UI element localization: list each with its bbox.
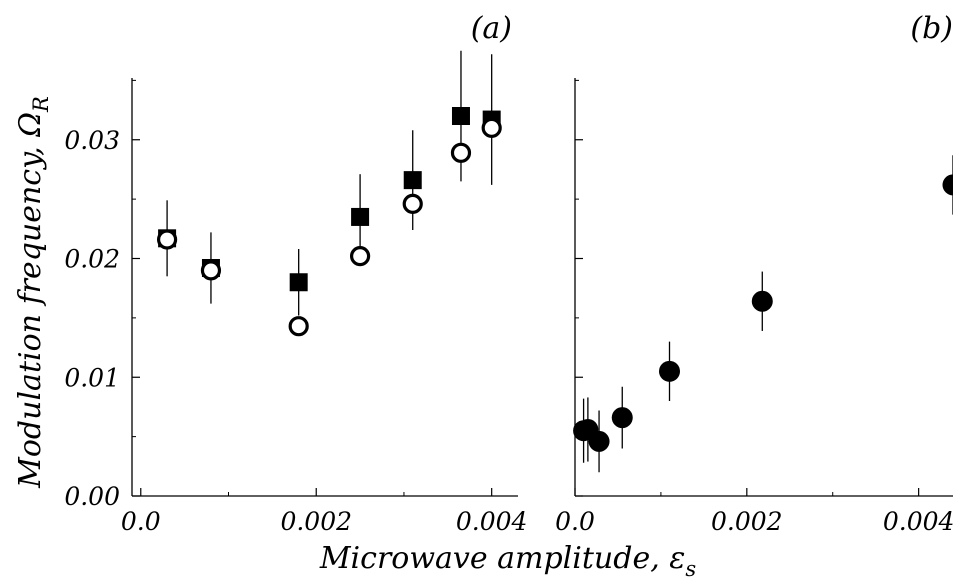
panel-b-series-0-point — [589, 431, 610, 452]
y-axis-label-symbol: Ω — [13, 112, 48, 138]
panel-a-series-1-point — [404, 195, 421, 212]
x-axis-label-text: Microwave amplitude, — [319, 541, 669, 576]
x-axis-label: Microwave amplitude, εs — [319, 541, 697, 581]
panel-b-series-0-point — [943, 174, 953, 195]
panel-a-y-tick-label: 0.03 — [64, 126, 120, 155]
panel-a-series-1-point — [202, 262, 219, 279]
panel-a-series-1-point — [483, 119, 500, 136]
panel-b-x-tick-label: 0.002 — [711, 507, 783, 536]
panel-a-y-tick-label: 0.01 — [64, 363, 120, 392]
panel-b-x-tick-label: 0.0 — [555, 507, 595, 536]
panel-a-series-0-point — [452, 107, 470, 125]
y-axis-label-text: Modulation frequency, — [13, 137, 48, 489]
y-axis-label: Modulation frequency, ΩR — [13, 96, 53, 489]
panel-a-x-tick-label: 0.0 — [121, 507, 161, 536]
panel-a-y-tick-label: 0.02 — [64, 245, 120, 274]
y-axis-label-subscript: R — [29, 96, 53, 113]
axes-layer — [132, 78, 953, 496]
panel-b-series-0-point — [612, 407, 633, 428]
panel-b-series-0-point — [659, 361, 680, 382]
panel-a-series-1-point — [352, 248, 369, 265]
panel-b-x-tick-label: 0.004 — [883, 507, 953, 536]
data-layer — [158, 51, 953, 473]
panel-a-x-tick-label: 0.002 — [280, 507, 352, 536]
x-axis-label-subscript: s — [685, 557, 696, 581]
panel-a-x-tick-label: 0.004 — [456, 507, 528, 536]
panel-a-series-0-point — [290, 273, 308, 291]
panel-a-label: (a) — [471, 11, 512, 46]
text-layer: 0.00 0.01 0.02 0.03 0.0 0.002 0.004 (a) 0.0 0.002… — [64, 11, 953, 536]
x-axis-label-symbol: ε — [669, 541, 685, 576]
panel-a-series-1-point — [452, 144, 469, 161]
panel-a-series-1-point — [159, 231, 176, 248]
panel-a-series-0-point — [404, 171, 422, 189]
panel-a-series-0-point — [351, 208, 369, 226]
panel-a-series-1-point — [290, 318, 307, 335]
panel-b-label: (b) — [910, 11, 953, 46]
panel-b-series-0-point — [752, 291, 773, 312]
panel-a-y-tick-label: 0.00 — [64, 482, 120, 511]
